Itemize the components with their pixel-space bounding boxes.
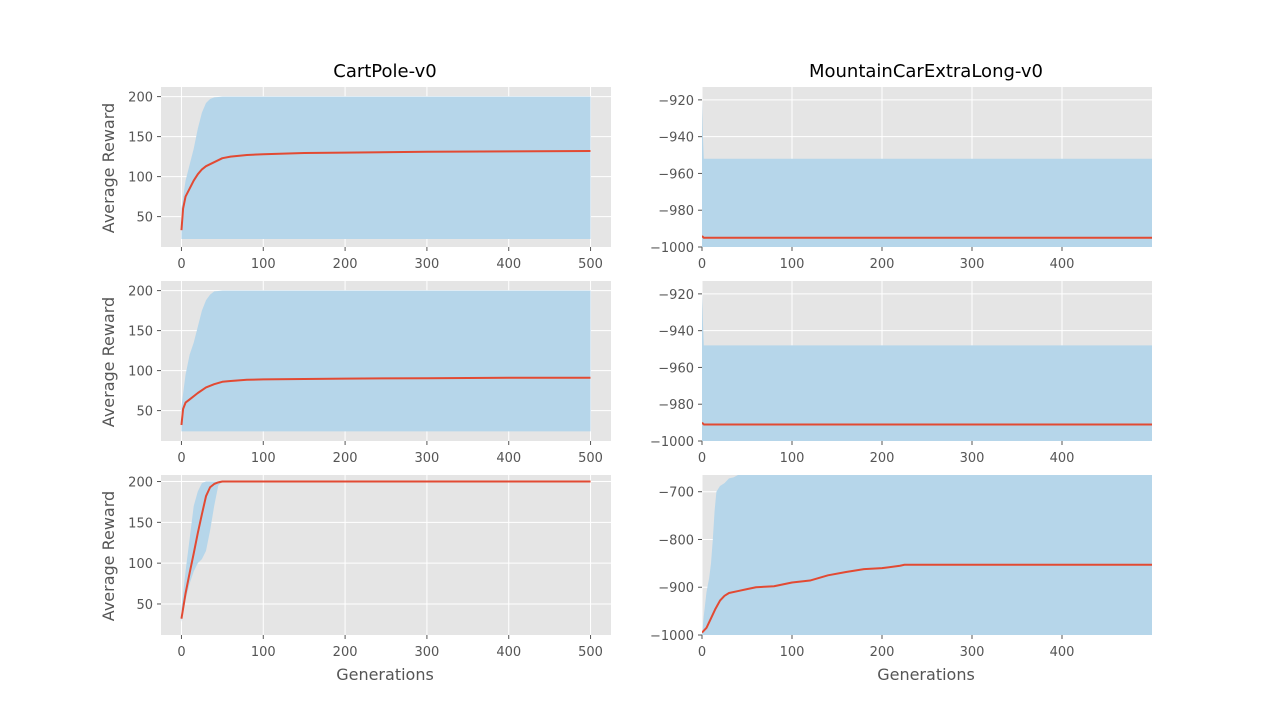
y-tick-label: 100 <box>128 557 153 572</box>
y-tick-label: −940 <box>658 131 694 146</box>
y-tick-label: −900 <box>658 581 694 596</box>
x-tick-label: 400 <box>1050 645 1075 660</box>
y-tick-label: −1000 <box>650 629 694 644</box>
x-tick-label: 300 <box>960 451 985 466</box>
x-tick-label: 300 <box>960 645 985 660</box>
x-tick-label: 0 <box>698 451 706 466</box>
x-tick-label: 200 <box>870 645 895 660</box>
panel-2: 0 100 200 300 400 −1000 −980 −960 −940 −920 <box>650 87 1152 272</box>
x-tick-label: 100 <box>780 451 805 466</box>
panel-3: 0 100 200 300 400 500 50 100 150 200 <box>128 281 611 466</box>
y-tick-label: 200 <box>128 91 153 106</box>
y-tick-label: −920 <box>658 288 694 303</box>
y-tick-label: −960 <box>658 361 694 376</box>
y-tick-label: 50 <box>136 211 153 226</box>
x-tick-label: 300 <box>414 257 439 272</box>
x-tick-label: 200 <box>333 645 358 660</box>
std-band <box>702 293 1152 441</box>
panel-5: 0 100 200 300 400 500 50 100 150 200 <box>128 475 611 660</box>
panel-1: 0 100 200 300 400 500 50 100 150 200 <box>128 87 611 272</box>
x-tick-label: 400 <box>496 257 521 272</box>
x-tick-label: 400 <box>496 645 521 660</box>
y-tick-label: 200 <box>128 285 153 300</box>
plot-area <box>161 475 611 635</box>
y-tick-label: 100 <box>128 171 153 186</box>
x-tick-label: 0 <box>177 645 185 660</box>
std-band <box>702 99 1152 247</box>
mean-line <box>180 480 591 619</box>
mean-line <box>180 376 591 426</box>
y-tick-label: −980 <box>658 204 694 219</box>
x-tick-label: 500 <box>578 257 603 272</box>
x-tick-label: 200 <box>333 451 358 466</box>
std-band <box>181 96 591 239</box>
mean-line <box>702 563 1152 634</box>
y-tick-label: −920 <box>658 94 694 109</box>
x-tick-label: 300 <box>414 645 439 660</box>
y-tick-label: 150 <box>128 131 153 146</box>
y-tick-label: 100 <box>128 365 153 380</box>
y-tick-label: 200 <box>128 476 153 491</box>
x-tick-label: 100 <box>251 257 276 272</box>
x-axis-label-left: Generations <box>336 665 434 684</box>
panel-4: 0 100 200 300 400 −1000 −980 −960 −940 −920 <box>650 281 1152 466</box>
x-tick-label: 100 <box>780 257 805 272</box>
x-tick-label: 200 <box>333 257 358 272</box>
y-tick-label: −940 <box>658 325 694 340</box>
mean-line <box>702 235 1152 239</box>
y-tick-label: −1000 <box>650 435 694 450</box>
y-tick-label: 50 <box>136 405 153 420</box>
panel-6: 0 100 200 300 400 −1000 −900 −800 −700 <box>650 475 1152 660</box>
x-tick-label: 300 <box>414 451 439 466</box>
x-tick-label: 200 <box>870 257 895 272</box>
y-tick-label: 150 <box>128 516 153 531</box>
y-tick-label: −800 <box>658 533 694 548</box>
mean-line <box>702 421 1152 426</box>
x-axis-label-right: Generations <box>877 665 975 684</box>
y-axis-label-row-2: Average Reward <box>99 297 118 427</box>
y-tick-label: −980 <box>658 398 694 413</box>
column-title-cartpole: CartPole-v0 <box>333 61 436 82</box>
std-band <box>702 475 1152 635</box>
x-tick-label: 200 <box>870 451 895 466</box>
y-tick-label: 50 <box>136 598 153 613</box>
x-tick-label: 100 <box>251 451 276 466</box>
y-tick-label: 150 <box>128 325 153 340</box>
y-axis-label-row-3: Average Reward <box>99 491 118 621</box>
column-title-mountaincar: MountainCarExtraLong-v0 <box>809 61 1043 82</box>
x-tick-label: 0 <box>177 451 185 466</box>
x-tick-label: 400 <box>496 451 521 466</box>
x-tick-label: 0 <box>177 257 185 272</box>
y-tick-label: −1000 <box>650 241 694 256</box>
std-band <box>181 290 591 432</box>
y-tick-label: −700 <box>658 486 694 501</box>
x-tick-label: 500 <box>578 645 603 660</box>
mean-line <box>180 150 591 231</box>
y-tick-label: −960 <box>658 167 694 182</box>
x-tick-label: 100 <box>251 645 276 660</box>
x-tick-label: 0 <box>698 257 706 272</box>
x-tick-label: 0 <box>698 645 706 660</box>
x-tick-label: 400 <box>1050 257 1075 272</box>
x-tick-label: 100 <box>780 645 805 660</box>
x-tick-label: 500 <box>578 451 603 466</box>
x-tick-label: 400 <box>1050 451 1075 466</box>
x-tick-label: 300 <box>960 257 985 272</box>
y-axis-label-row-1: Average Reward <box>99 103 118 233</box>
